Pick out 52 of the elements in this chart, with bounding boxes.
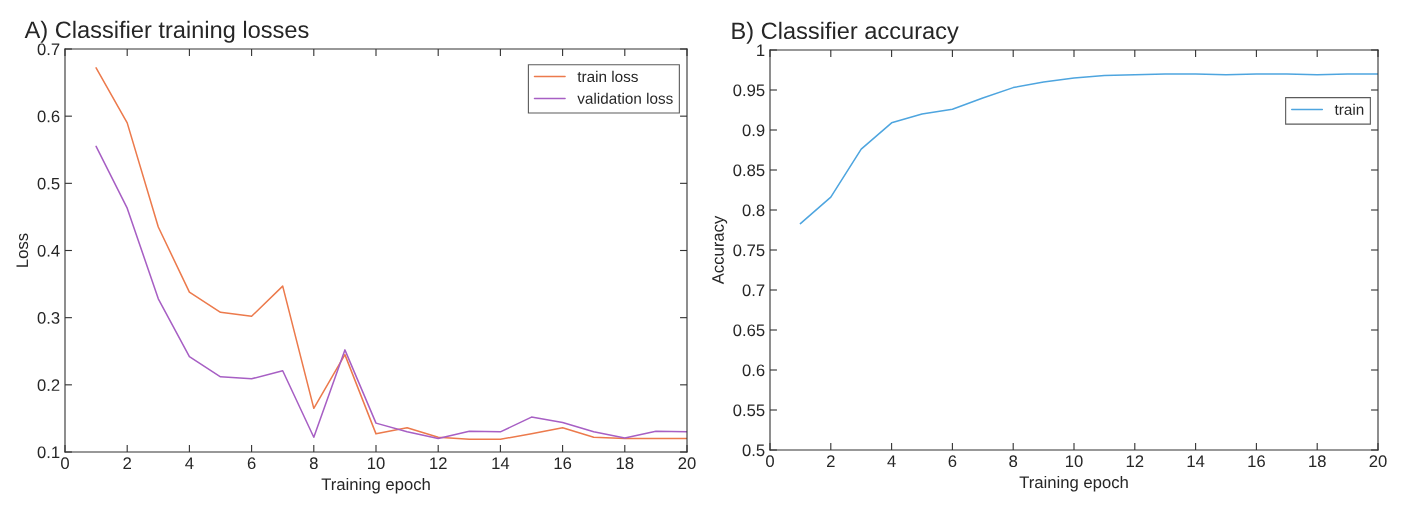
line-series [95,145,687,440]
legend-label: validation loss [577,92,673,104]
chart-title: A) Classifier training losses [24,20,309,43]
y-tick-label: 0.6 [37,110,60,123]
x-tick-label: 4 [887,455,896,467]
x-tick-label: 18 [1309,455,1326,468]
y-tick-label: 0.6 [742,364,765,377]
x-tick-label: 10 [1066,455,1083,468]
x-tick-label: 6 [948,455,957,468]
legend-label: train [1334,103,1364,115]
y-tick-label: 0.3 [37,312,60,324]
x-tick-label: 16 [1248,455,1265,468]
y-tick-label: 0.5 [742,444,765,457]
x-tick-label: 16 [554,457,572,470]
x-tick-label: 6 [247,457,256,470]
y-tick-label: 0.85 [733,164,765,177]
x-tick-label: 14 [492,457,510,469]
y-tick-label: 0.9 [742,124,765,137]
x-tick-label: 12 [430,457,447,469]
x-tick-label: 10 [368,457,385,470]
y-tick-label: 0.1 [37,446,60,459]
x-tick-label: 20 [1369,455,1387,468]
y-axis-title: Loss [16,233,29,267]
y-tick-label: 0.7 [37,43,60,56]
line-series [95,67,687,441]
y-tick-label: 0.55 [733,404,765,417]
legend-label: train loss [577,70,638,83]
x-tick-label: 12 [1126,455,1144,467]
x-tick-label: 0 [61,457,69,470]
x-axis-title: Training epoch [321,477,430,494]
x-tick-label: 2 [123,457,131,469]
x-tick-label: 18 [616,457,634,470]
x-tick-label: 8 [309,457,318,470]
chart-title: B) Classifier accuracy [732,21,959,44]
x-axis-title: Training epoch [1019,475,1128,492]
x-tick-label: 0 [766,455,774,468]
y-tick-label: 0.5 [37,177,60,190]
x-tick-label: 8 [1009,455,1018,468]
y-tick-label: 0.7 [742,284,765,297]
y-tick-label: 1 [757,44,765,57]
y-tick-label: 0.8 [742,204,765,217]
y-tick-label: 0.95 [733,84,765,97]
y-tick-label: 0.2 [37,379,60,392]
x-tick-label: 2 [827,455,835,467]
y-tick-label: 0.75 [733,244,765,257]
x-tick-label: 20 [678,457,696,470]
y-tick-label: 0.65 [733,324,765,337]
x-tick-label: 4 [185,457,194,469]
y-axis-title: Accuracy [712,215,728,285]
x-tick-label: 14 [1187,455,1205,467]
line-series [799,73,1378,225]
y-tick-label: 0.4 [37,244,60,257]
